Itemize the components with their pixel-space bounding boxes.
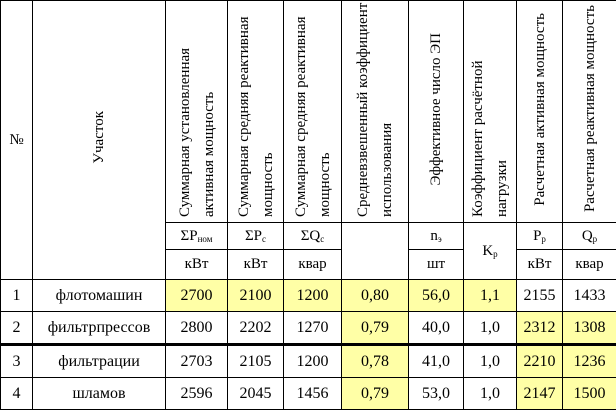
row-section-name: фильтрпрессов [33, 312, 166, 345]
symbol-main: ΣP [181, 228, 198, 244]
symbol-k-p: Kр [464, 223, 517, 280]
header-col: Эффективное число ЭП [409, 1, 464, 223]
symbol-sub: р [541, 234, 546, 244]
row-cell: 1,0 [464, 345, 517, 378]
row-cell: 56,0 [409, 280, 464, 312]
row-cell: 2596 [166, 378, 228, 410]
row-cell: 1433 [563, 280, 616, 312]
header-num: № [1, 1, 33, 280]
header-col: Расчетная активная мощность [517, 1, 563, 223]
header-col: Расчетная реактивная мощность [563, 1, 616, 223]
row-cell: 2105 [228, 345, 284, 378]
symbol-sub: ном [198, 234, 213, 244]
row-cell: 0,78 [342, 345, 409, 378]
header-col-label: Суммарная средняя реактивная мощность [289, 2, 337, 217]
symbol-main: K [482, 243, 493, 259]
row-number: 1 [1, 280, 33, 312]
unit: кВт [228, 250, 284, 280]
symbol-sub: с [320, 234, 324, 244]
row-cell: 2100 [228, 280, 284, 312]
header-col-label: Суммарная средняя реактивная мощность [232, 2, 280, 217]
row-cell: 2800 [166, 312, 228, 345]
header-col-label: Коэффициент расчётной нагрузки [466, 2, 514, 217]
unit: квар [563, 250, 616, 280]
header-section: Участок [33, 1, 166, 280]
row-cell: 2155 [517, 280, 563, 312]
row-number: 4 [1, 378, 33, 410]
row-section-name: фильтрации [33, 345, 166, 378]
symbol-q-c: ΣQс [284, 223, 342, 250]
header-col-label: Суммарная установленная активная мощност… [173, 2, 221, 217]
symbol-empty [342, 223, 409, 280]
row-cell: 0,79 [342, 312, 409, 345]
row-cell: 2312 [517, 312, 563, 345]
symbol-sub: р [493, 249, 498, 259]
header-col-label: Расчетная активная мощность [528, 13, 552, 206]
header-col: Суммарная средняя реактивная мощность [228, 1, 284, 223]
row-cell: 2202 [228, 312, 284, 345]
symbol-sub: с [262, 234, 266, 244]
row-cell: 1,1 [464, 280, 517, 312]
header-col: Суммарная установленная активная мощност… [166, 1, 228, 223]
row-cell: 1200 [284, 280, 342, 312]
symbol-p-c: ΣPс [228, 223, 284, 250]
row-cell: 2210 [517, 345, 563, 378]
row-cell: 40,0 [409, 312, 464, 345]
symbol-sub: э [438, 234, 442, 244]
symbol-p-p: Pр [517, 223, 563, 250]
header-section-label: Участок [87, 111, 111, 164]
row-cell: 2147 [517, 378, 563, 410]
symbol-main: n [430, 228, 438, 244]
row-section-name: шламов [33, 378, 166, 410]
row-cell: 41,0 [409, 345, 464, 378]
symbol-main: ΣQ [301, 228, 321, 244]
row-cell: 1,0 [464, 312, 517, 345]
row-cell: 2045 [228, 378, 284, 410]
row-cell: 0,80 [342, 280, 409, 312]
row-number: 2 [1, 312, 33, 345]
header-col: Средневзвешенный коэффициент использован… [342, 1, 409, 223]
row-cell: 1270 [284, 312, 342, 345]
header-col-label: Средневзвешенный коэффициент использован… [351, 2, 399, 217]
unit: шт [409, 250, 464, 280]
row-cell: 53,0 [409, 378, 464, 410]
symbol-main: Q [582, 228, 593, 244]
row-cell: 1200 [284, 345, 342, 378]
row-cell: 0,79 [342, 378, 409, 410]
unit: кВт [517, 250, 563, 280]
symbol-p-nom: ΣPном [166, 223, 228, 250]
header-col: Коэффициент расчётной нагрузки [464, 1, 517, 223]
symbol-q-p: Qр [563, 223, 616, 250]
row-section-name: флотомашин [33, 280, 166, 312]
row-number: 3 [1, 345, 33, 378]
row-cell: 2703 [166, 345, 228, 378]
row-cell: 1456 [284, 378, 342, 410]
row-cell: 1,0 [464, 378, 517, 410]
header-row: № Участок Суммарная установленная активн… [1, 1, 616, 223]
symbol-main: ΣP [245, 228, 262, 244]
symbol-n-e: nэ [409, 223, 464, 250]
row-cell: 1308 [563, 312, 616, 345]
header-col: Суммарная средняя реактивная мощность [284, 1, 342, 223]
header-col-label: Расчетная реактивная мощность [578, 5, 602, 212]
header-col-label: Эффективное число ЭП [424, 33, 448, 185]
row-cell: 2700 [166, 280, 228, 312]
unit: квар [284, 250, 342, 280]
row-cell: 1236 [563, 345, 616, 378]
row-cell: 1500 [563, 378, 616, 410]
unit: кВт [166, 250, 228, 280]
symbol-sub: р [593, 234, 598, 244]
